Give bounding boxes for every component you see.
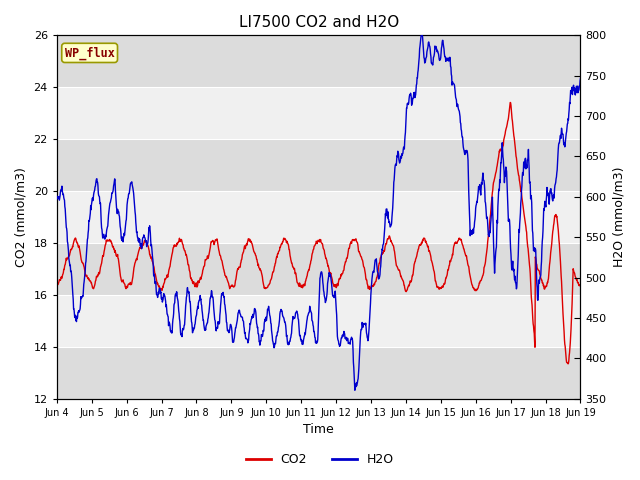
Title: LI7500 CO2 and H2O: LI7500 CO2 and H2O (239, 15, 399, 30)
Text: WP_flux: WP_flux (65, 46, 115, 60)
Y-axis label: CO2 (mmol/m3): CO2 (mmol/m3) (15, 167, 28, 267)
Legend: CO2, H2O: CO2, H2O (241, 448, 399, 471)
Bar (57, 243, 580, 295)
Bar (57, 139, 580, 191)
Y-axis label: H2O (mmol/m3): H2O (mmol/m3) (612, 167, 625, 267)
Bar (57, 347, 580, 398)
X-axis label: Time: Time (303, 423, 334, 436)
Bar (57, 36, 580, 87)
